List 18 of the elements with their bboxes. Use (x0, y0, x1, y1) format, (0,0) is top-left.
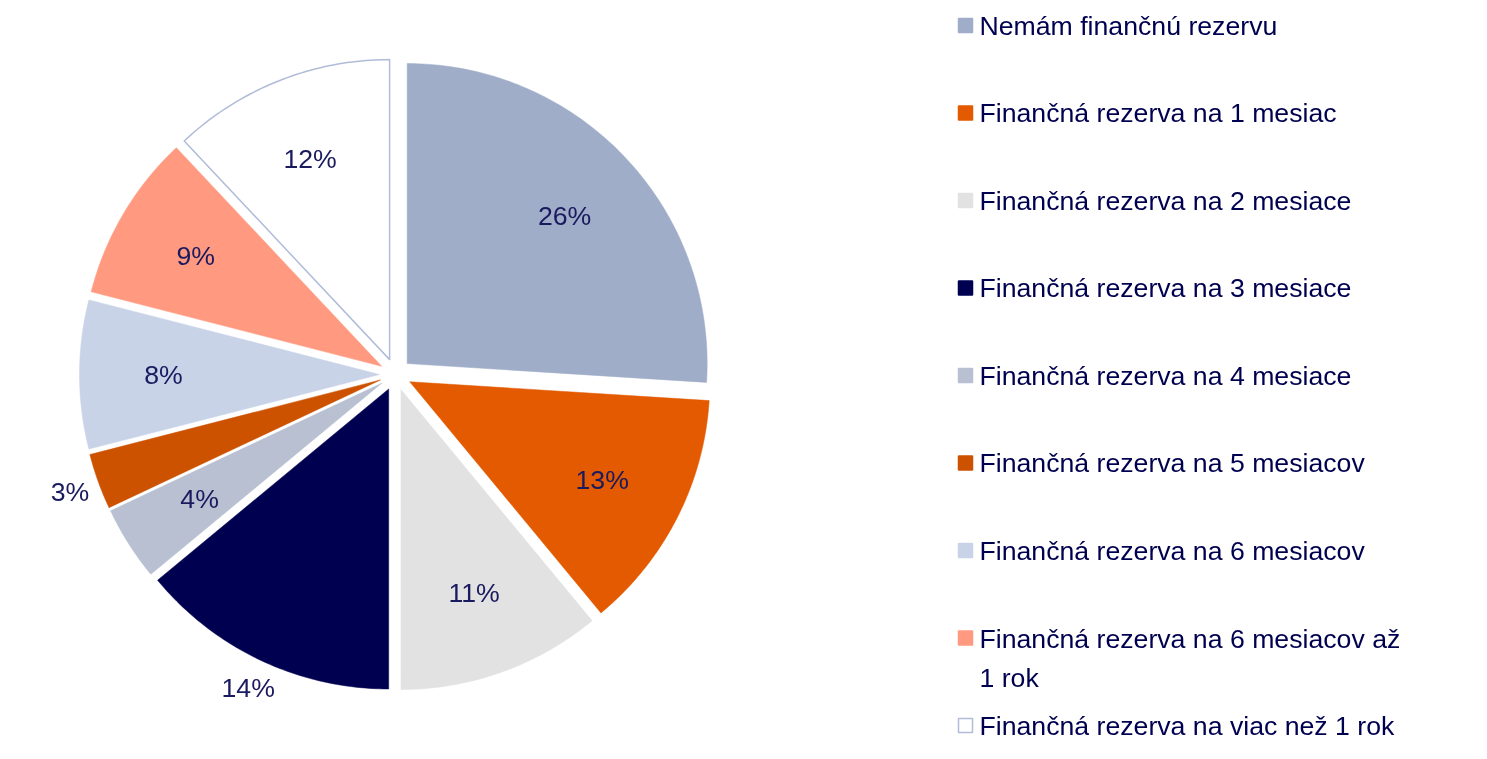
legend-label: Finančná rezerva na 1 mesiac (979, 98, 1337, 128)
data-label: 11% (448, 577, 500, 608)
data-label: 26% (537, 200, 592, 231)
data-label: 3% (50, 476, 90, 507)
legend-label: Finančná rezerva na 6 mesiacov (979, 535, 1366, 566)
legend-label: Finančná rezerva na 6 mesiacov až 1 rok (979, 624, 1401, 693)
data-label: 8% (144, 359, 183, 390)
legend-label: Finančná rezerva na viac než 1 rok (979, 710, 1396, 741)
legend-label: Finančná rezerva na 3 mesiace (979, 273, 1352, 303)
data-label: 4% (180, 483, 219, 514)
data-label: 13% (575, 464, 629, 495)
data-label: 9% (176, 241, 216, 272)
legend-label: Finančná rezerva na 2 mesiace (979, 185, 1352, 216)
legend-label: Nemám finančnú rezervu (979, 10, 1278, 41)
legend-label: Finančná rezerva na 5 mesiacov (979, 448, 1366, 478)
data-label: 12% (283, 143, 337, 174)
legend-label: Finančná rezerva na 4 mesiace (979, 360, 1352, 391)
data-label: 14% (221, 672, 275, 703)
